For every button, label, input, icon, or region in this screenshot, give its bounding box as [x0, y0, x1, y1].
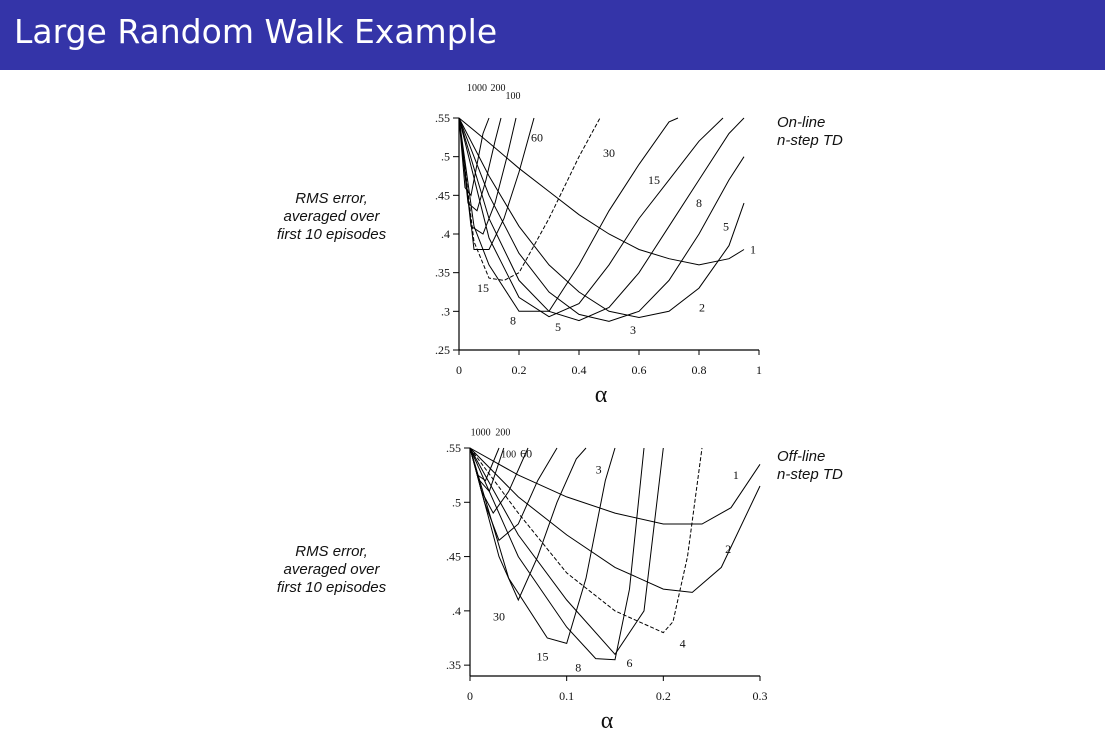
top-curve-label: 100 — [506, 91, 521, 102]
top-y-axis-label-line-2: averaged over — [283, 208, 380, 225]
top-series-line-30 — [458, 117, 601, 281]
top-curve-label: 200 — [491, 83, 506, 94]
bottom-curve-label: 200 — [495, 428, 510, 439]
bottom-y-tick-label: .45 — [446, 550, 461, 564]
bottom-y-axis-label-line-2: averaged over — [283, 561, 380, 578]
bottom-y-axis-label-line-1: RMS error, — [295, 543, 368, 560]
top-series-line-1000 — [458, 117, 490, 197]
top-y-tick-label: .45 — [435, 188, 450, 202]
bottom-series-line-4 — [469, 447, 703, 634]
top-curve-label: 2 — [699, 300, 705, 314]
bottom-x-axis-label: α — [601, 708, 614, 734]
bottom-series-line-1000 — [469, 447, 500, 482]
top-y-tick-label: .55 — [435, 111, 450, 125]
top-curve-label: 5 — [555, 320, 561, 334]
bottom-y-tick-label: .35 — [446, 658, 461, 672]
bottom-curve-label: 3 — [596, 463, 602, 477]
top-series-line-1 — [458, 117, 745, 266]
top-curve-label: 15 — [648, 173, 660, 187]
top-series-line-100 — [458, 117, 517, 235]
top-y-tick-label: .5 — [441, 150, 450, 164]
top-curve-label: 30 — [603, 146, 615, 160]
bottom-series-line-6 — [469, 447, 664, 656]
top-series-line-5 — [458, 117, 745, 322]
bottom-x-tick-label: 0.2 — [656, 689, 671, 703]
top-y-axis-label-line-3: first 10 episodes — [276, 226, 387, 243]
bottom-series-line-8 — [469, 447, 645, 661]
top-series-line-2 — [458, 117, 745, 319]
bottom-series-line-1 — [469, 447, 761, 525]
top-chart: .25 .3 .35 .4 .45 .5 .55 0 0.2 0.4 0.6 0.8 1 α 1000 200… — [435, 83, 762, 408]
top-y-tick-label: .3 — [441, 304, 450, 318]
top-x-tick-label: 1 — [756, 363, 762, 377]
top-y-tick-label: .25 — [435, 343, 450, 357]
top-method-label-line-1: On-line — [777, 114, 826, 131]
bottom-method-label-line-1: Off-line — [777, 448, 826, 465]
top-method-label: On-line n-step TD — [777, 114, 843, 150]
top-curve-label: 8 — [696, 196, 702, 210]
top-x-tick-label: 0.8 — [692, 363, 707, 377]
bottom-y-tick-label: .4 — [452, 604, 461, 618]
top-y-axis-label-line-1: RMS error, — [295, 190, 368, 207]
bottom-curve-label: 60 — [520, 446, 532, 460]
top-y-tick-label: .4 — [441, 227, 450, 241]
bottom-x-tick-label: 0 — [467, 689, 473, 703]
top-series-line-15 — [458, 117, 679, 312]
top-curve-label: 1000 — [467, 83, 487, 94]
bottom-curve-label: 4 — [680, 636, 686, 650]
top-y-axis-label: RMS error, averaged over first 10 episod… — [244, 190, 419, 244]
top-curve-label: 5 — [723, 219, 729, 233]
top-series-line-60 — [458, 117, 535, 250]
bottom-curve-label: 8 — [575, 660, 581, 674]
top-curve-label: 15 — [477, 281, 489, 295]
bottom-curve-label: 6 — [627, 656, 633, 670]
bottom-x-tick-label: 0.1 — [559, 689, 574, 703]
bottom-method-label-line-2: n-step TD — [777, 466, 843, 483]
top-curve-label: 8 — [510, 314, 516, 328]
bottom-y-axis-label-line-3: first 10 episodes — [276, 579, 387, 596]
title-bar: Large Random Walk Example — [0, 0, 1105, 70]
top-curve-label: 60 — [531, 130, 543, 144]
bottom-series-line-100 — [469, 447, 529, 515]
bottom-curve-label: 30 — [493, 609, 505, 623]
top-curve-label: 1 — [750, 242, 756, 256]
top-x-tick-label: 0.4 — [572, 363, 587, 377]
top-series-line-8 — [458, 117, 724, 318]
bottom-series-line-30 — [469, 447, 587, 602]
bottom-curve-label: 15 — [537, 649, 549, 663]
top-x-tick-label: 0 — [456, 363, 462, 377]
top-y-tick-label: .35 — [435, 266, 450, 280]
bottom-curve-label: 1000 — [471, 428, 491, 439]
top-series-line-3 — [458, 117, 745, 322]
bottom-series-line-2 — [469, 447, 761, 593]
bottom-curve-label: 2 — [725, 542, 731, 556]
bottom-curve-label: 1 — [733, 468, 739, 482]
top-x-tick-label: 0.2 — [512, 363, 527, 377]
bottom-y-axis-label: RMS error, averaged over first 10 episod… — [244, 543, 419, 597]
bottom-y-tick-label: .5 — [452, 495, 461, 509]
bottom-x-tick-label: 0.3 — [753, 689, 768, 703]
bottom-method-label: Off-line n-step TD — [777, 448, 843, 484]
top-x-axis-label: α — [595, 382, 608, 408]
top-method-label-line-2: n-step TD — [777, 132, 843, 149]
top-x-tick-label: 0.6 — [632, 363, 647, 377]
bottom-y-tick-label: .55 — [446, 441, 461, 455]
top-curve-label: 3 — [630, 323, 636, 337]
bottom-curve-label: 100 — [501, 449, 516, 460]
slide-title: Large Random Walk Example — [14, 12, 498, 51]
